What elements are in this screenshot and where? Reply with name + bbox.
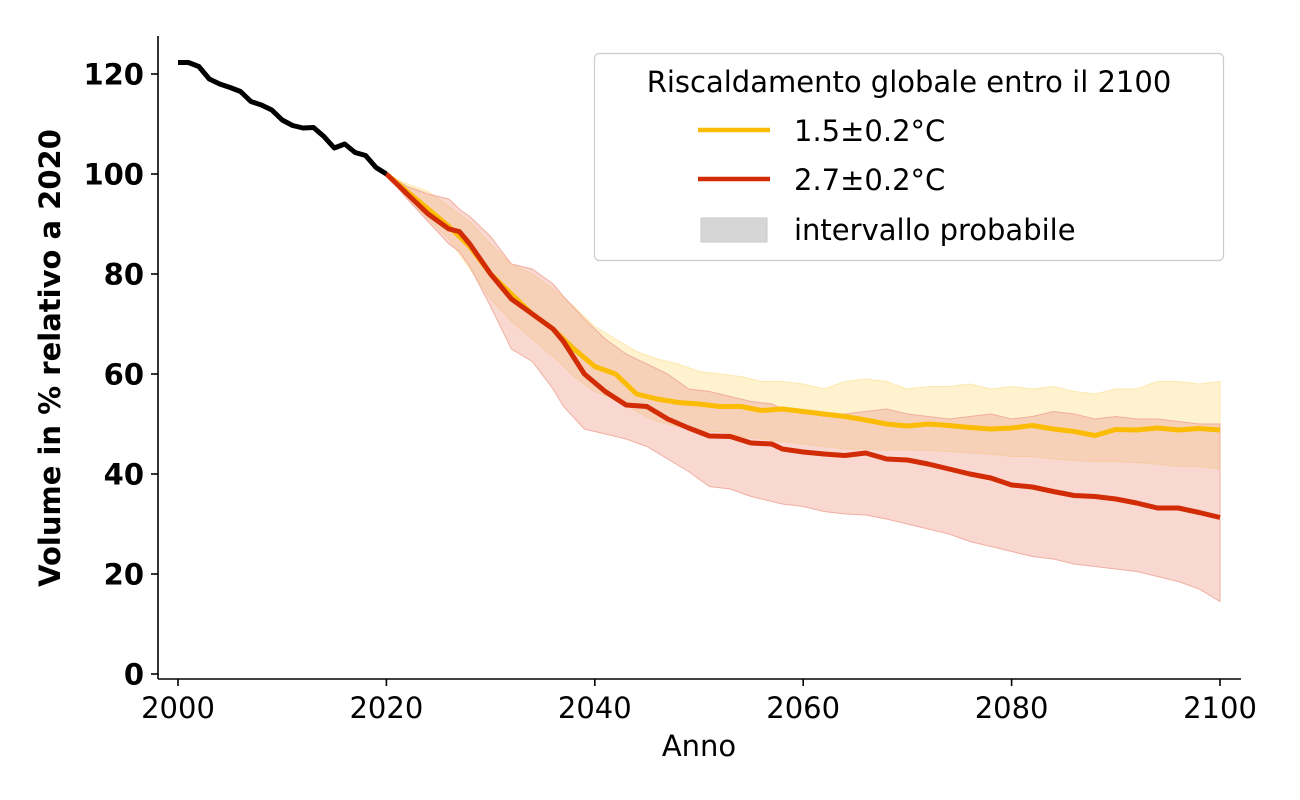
x-tick-label: 2020 — [349, 691, 423, 725]
x-tick-label: 2000 — [141, 691, 215, 725]
legend-label-likely-range: intervallo probabile — [794, 213, 1076, 247]
y-tick-label: 60 — [104, 358, 144, 392]
y-tick-label: 20 — [104, 558, 144, 592]
y-tick-label: 120 — [83, 58, 144, 92]
x-tick-label: 2040 — [558, 691, 632, 725]
series-lines — [178, 60, 1221, 520]
legend-frame — [593, 52, 1225, 262]
x-axis-title: Anno — [662, 729, 736, 763]
x-tick-label: 2100 — [1183, 691, 1257, 725]
legend-title: Riscaldamento globale entro il 2100 — [647, 65, 1172, 99]
y-tick-label: 80 — [104, 258, 144, 292]
legend-label-2-7c: 2.7±0.2°C — [794, 163, 945, 197]
x-tick-label: 2060 — [766, 691, 840, 725]
legend-label-1-5c: 1.5±0.2°C — [794, 114, 945, 148]
y-axis-title: Volume in % relativo a 2020 — [33, 129, 67, 587]
likely-range-bands — [386, 173, 1221, 603]
x-tick-label: 2080 — [975, 691, 1049, 725]
x-axis-ticks: 2000 2020 2040 2060 2080 2100 — [141, 679, 1257, 725]
line-storico — [178, 60, 388, 177]
legend-swatch-likely-range — [700, 217, 768, 243]
y-tick-label: 0 — [124, 658, 144, 692]
y-tick-label: 100 — [83, 158, 144, 192]
band-2-7-0-2-c — [386, 173, 1221, 603]
y-axis-ticks: 0 20 40 60 80 100 120 — [83, 58, 158, 692]
y-tick-label: 40 — [104, 458, 144, 492]
line-2-7-0-2-c — [384, 172, 1221, 520]
legend: Riscaldamento globale entro il 2100 1.5±… — [593, 52, 1225, 262]
